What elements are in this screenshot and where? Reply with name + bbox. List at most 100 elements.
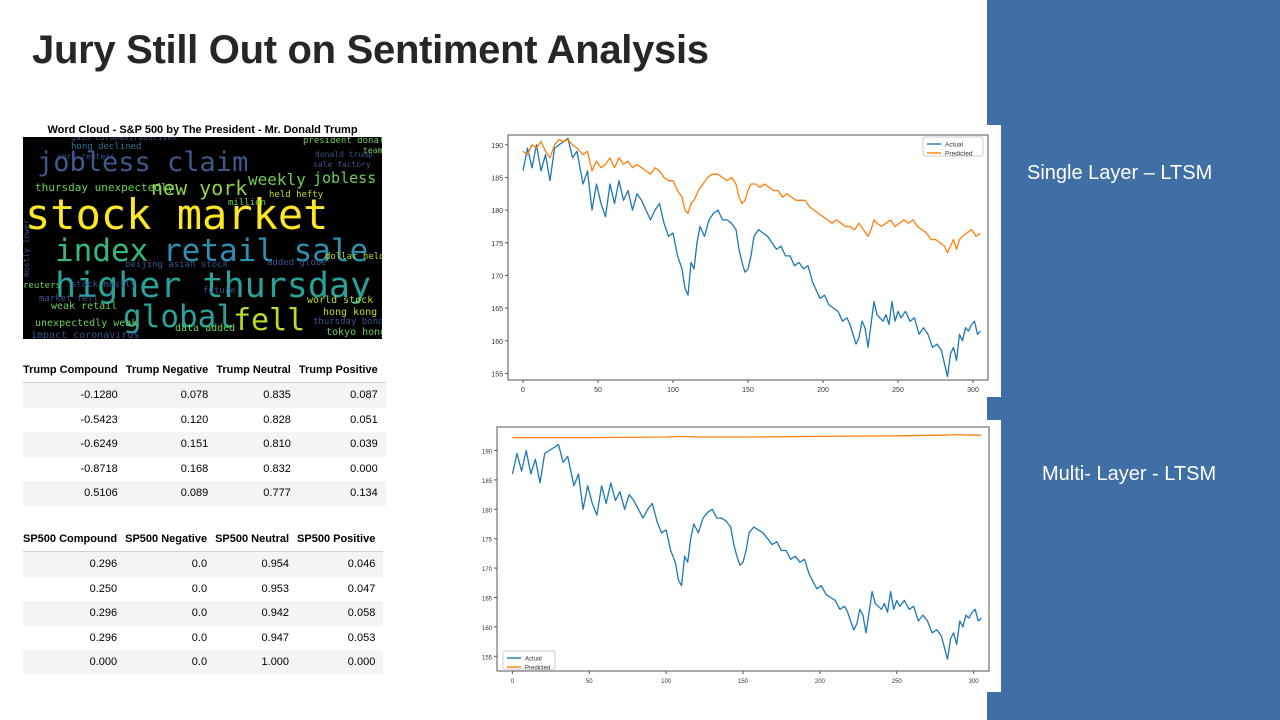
table-row: 0.5106 0.089 0.777 0.134 [23, 481, 386, 506]
table-cell: 0.046 [297, 551, 384, 577]
y-tick-label: 180 [491, 208, 503, 215]
table-cell: -0.6249 [23, 432, 126, 457]
series-line-actual [522, 137, 981, 378]
word-cloud-word: index [55, 233, 148, 269]
y-tick-label: 185 [482, 479, 493, 485]
word-cloud-word: stock mostly [71, 280, 137, 290]
y-tick-label: 155 [482, 655, 493, 661]
table-cell: 0.039 [298, 432, 386, 457]
table-cell: 0.058 [297, 601, 384, 626]
table-cell: 0.168 [180, 462, 209, 475]
column-header: SP500 Positive [297, 527, 384, 552]
x-tick-label: 50 [594, 387, 602, 394]
x-tick-label: 200 [817, 387, 829, 394]
table-cell: 0.0 [125, 551, 216, 577]
legend-label: Predicted [525, 666, 550, 672]
x-tick-label: 250 [892, 387, 904, 394]
table-cell: 0.947 [261, 631, 290, 644]
table-cell: 0.0 [125, 650, 216, 675]
table-cell: 0.000 [297, 650, 384, 675]
word-cloud-word: future [203, 286, 236, 296]
y-tick-label: 170 [482, 567, 493, 573]
table-cell: 0.296 [89, 631, 118, 644]
column-header: Trump Positive [298, 358, 386, 383]
legend-label: Predicted [945, 151, 973, 158]
x-tick-label: 100 [667, 387, 679, 394]
x-tick-label: 0 [521, 387, 525, 394]
table-cell: 0.000 [23, 650, 126, 675]
table-cell: 0.0 [191, 631, 208, 644]
chart-legend [502, 650, 556, 670]
single-layer-chart-card: 0 50 100 150 200 250 300 155 160 165 170 175 180 185 1… [457, 125, 1001, 397]
x-tick-label: 50 [586, 679, 593, 685]
word-cloud-word: thursday bond [313, 317, 382, 327]
table-row: 0.250 0.0 0.953 0.047 [23, 577, 383, 602]
y-tick-label: 165 [482, 597, 493, 603]
table-row: 0.000 0.0 1.000 0.000 [23, 650, 384, 675]
table-row: 0.296 0.0 0.942 0.058 [23, 601, 384, 626]
table-cell: 0.954 [215, 551, 298, 577]
table-cell: 0.250 [89, 582, 118, 595]
multi-layer-lstm-chart: 0 50 100 150 200 250 300 155 160 165 170 175 180 185 1… [482, 426, 990, 685]
single-layer-label: Single Layer – LTSM [1027, 162, 1213, 184]
x-tick-label: 200 [815, 679, 826, 685]
x-tick-label: 150 [742, 387, 754, 394]
word-cloud-word: global [123, 299, 235, 335]
table-cell: 0.0 [191, 582, 208, 595]
word-cloud-word: stock market [25, 190, 328, 239]
word-cloud-word: added globe [267, 258, 327, 268]
word-cloud-word: sale factory [313, 160, 371, 169]
word-cloud-word: impact coronavirus [31, 330, 139, 339]
trump-sentiment-table: Trump Compound Trump Negative Trump Neutra… [23, 358, 386, 506]
word-cloud-word: mostly lower [23, 219, 31, 277]
word-cloud-word: new york [151, 176, 247, 200]
table-cell: 0.810 [216, 432, 299, 457]
table-cell: 0.942 [215, 601, 298, 626]
word-cloud-word: market fell [39, 294, 99, 304]
word-cloud-word: beijing asian stock [125, 260, 229, 270]
table-cell: 0.151 [125, 432, 217, 457]
slide-title: Jury Still Out on Sentiment Analysis [32, 28, 709, 72]
table-cell: 0.5106 [23, 481, 126, 506]
multi-layer-label: Multi- Layer - LTSM [1042, 463, 1217, 485]
table-cell: 0.120 [180, 413, 209, 426]
table-row: -0.1280 0.078 0.835 0.087 [23, 382, 386, 408]
single-layer-lstm-chart: 0 50 100 150 200 250 300 155 160 165 170 175 180 185 1… [491, 134, 989, 394]
word-cloud-word: hong declined [71, 142, 141, 152]
word-cloud-word: team [363, 146, 382, 155]
word-cloud-word: million [228, 198, 266, 208]
y-tick-label: 175 [491, 241, 503, 248]
word-cloud-word: donald trump [315, 150, 373, 159]
accent-panel [987, 0, 1280, 720]
word-cloud-word: york reuters [57, 152, 115, 161]
word-cloud-word: world stock [307, 295, 373, 306]
table-cell: 0.296 [23, 601, 126, 626]
table-row: 0.296 0.0 0.954 0.046 [23, 551, 384, 577]
table-cell: -0.1280 [23, 382, 126, 408]
y-tick-label: 175 [482, 538, 493, 544]
column-header: Trump Neutral [216, 358, 299, 383]
table-header-row: SP500 Compound SP500 Negative SP500 Neutra… [23, 527, 384, 552]
table-cell: 0.051 [350, 413, 378, 426]
y-tick-label: 180 [482, 508, 493, 514]
table-cell: 0.832 [263, 462, 291, 475]
word-cloud-word: data added [175, 323, 235, 334]
legend-label: Actual [525, 657, 542, 663]
plot-area [507, 134, 989, 381]
word-cloud-word: weekly [248, 170, 306, 189]
table-cell: -0.5423 [80, 413, 118, 426]
word-cloud-word: jobless [313, 169, 376, 187]
table-cell: 0.078 [125, 382, 217, 408]
table-cell: 0.053 [347, 631, 376, 644]
word-cloud-word: tokyo hong [326, 327, 382, 338]
table-cell: 1.000 [215, 650, 298, 675]
word-cloud-image: jobless claim stock market index retail sal… [23, 137, 382, 339]
table-cell: 0.777 [216, 481, 299, 506]
word-cloud-word: weak retail [51, 301, 117, 312]
word-cloud-word: fell [233, 303, 305, 338]
table-cell: -0.8718 [80, 462, 118, 475]
table-cell: 0.835 [216, 382, 299, 408]
column-header: SP500 Compound [23, 527, 126, 552]
word-cloud-word: retail sale [163, 233, 368, 269]
column-header: Trump Compound [23, 358, 126, 383]
